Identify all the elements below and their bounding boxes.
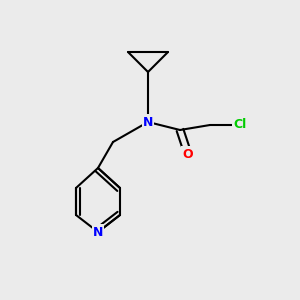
Text: O: O xyxy=(183,148,193,160)
Text: N: N xyxy=(143,116,153,128)
Text: Cl: Cl xyxy=(233,118,247,131)
Text: N: N xyxy=(93,226,103,238)
